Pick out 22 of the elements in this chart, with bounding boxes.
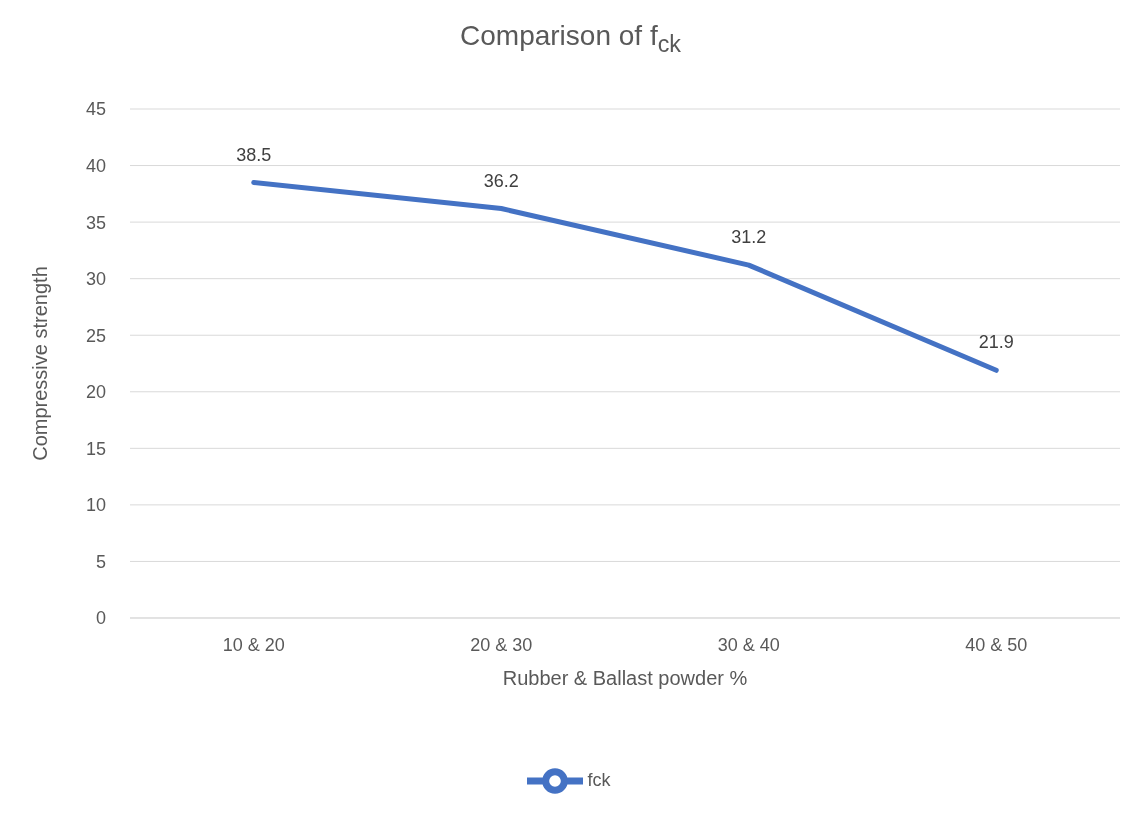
y-tick-label: 15 bbox=[85, 438, 106, 459]
y-tick-label: 25 bbox=[85, 325, 106, 346]
x-tick-label: 30 & 40 bbox=[717, 634, 780, 655]
y-tick-label: 40 bbox=[85, 155, 106, 176]
x-axis-title: Rubber & Ballast powder % bbox=[502, 667, 748, 689]
x-tick-label: 40 & 50 bbox=[965, 634, 1028, 655]
chart-title: Comparison of f$_{ck}$ bbox=[459, 20, 682, 58]
y-tick-label: 10 bbox=[85, 495, 106, 516]
x-tick-label: 10 & 20 bbox=[222, 634, 285, 655]
legend-label: fck bbox=[587, 769, 611, 790]
y-axis-title: Compressive strength bbox=[29, 266, 52, 461]
data-label: 38.5 bbox=[236, 144, 272, 165]
data-label: 21.9 bbox=[978, 332, 1014, 353]
data-label: 36.2 bbox=[483, 170, 519, 191]
y-tick-label: 5 bbox=[95, 551, 106, 572]
data-label: 31.2 bbox=[731, 227, 767, 248]
y-tick-label: 45 bbox=[85, 99, 106, 120]
y-tick-label: 20 bbox=[85, 382, 106, 403]
y-tick-label: 0 bbox=[95, 608, 106, 629]
y-tick-label: 35 bbox=[85, 212, 106, 233]
x-tick-label: 20 & 30 bbox=[470, 634, 533, 655]
y-tick-label: 30 bbox=[85, 269, 106, 290]
